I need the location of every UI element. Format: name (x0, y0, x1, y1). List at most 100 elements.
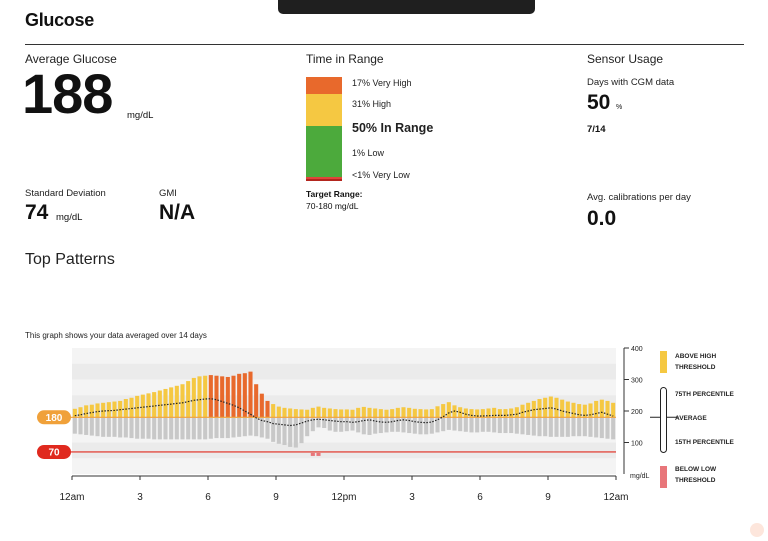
bar-above-threshold (588, 403, 593, 418)
bar-above-threshold (486, 408, 491, 418)
bar-above-threshold (305, 409, 310, 418)
bar-above-threshold (180, 384, 185, 418)
bar-above-threshold (429, 409, 434, 418)
chart-band (72, 442, 616, 459)
legend-p75: 75TH PERCENTILE (675, 391, 734, 398)
x-tick-label: 12am (603, 492, 628, 503)
bar-above-threshold (242, 373, 247, 418)
bar-above-threshold (271, 404, 276, 418)
bar-below-threshold (418, 417, 423, 435)
bar-above-threshold (186, 381, 191, 418)
bar-below-threshold (322, 417, 327, 429)
x-tick-label: 6 (205, 492, 211, 503)
bar-below-threshold (407, 417, 412, 434)
bar-above-threshold (497, 409, 502, 418)
bar-above-threshold (248, 371, 253, 418)
bar-below-threshold (577, 417, 582, 437)
std-dev-value: 74 (25, 201, 49, 224)
bar-below-threshold (514, 417, 519, 434)
bar-below-threshold (248, 417, 253, 436)
bar-above-threshold (89, 404, 94, 418)
bar-below-threshold (594, 417, 599, 438)
bar-below-threshold (339, 417, 344, 432)
bar-above-threshold (356, 407, 361, 418)
calibrations-value: 0.0 (587, 207, 617, 230)
bar-below-threshold (503, 417, 508, 434)
tir-label-low: 1% Low (352, 148, 385, 158)
x-tick-label: 3 (137, 492, 143, 503)
bar-below-threshold (276, 417, 281, 444)
y-unit-label: mg/dL (630, 473, 650, 480)
bar-above-threshold (344, 409, 349, 418)
bar-above-threshold (163, 388, 168, 418)
bar-below-threshold (95, 417, 100, 437)
bar-above-threshold (265, 400, 270, 418)
bar-below-threshold (220, 417, 225, 439)
bar-below-threshold (520, 417, 525, 435)
bar-below-threshold (458, 417, 463, 432)
bar-below-threshold (599, 417, 604, 439)
bar-above-threshold (435, 406, 440, 418)
bar-above-threshold (339, 409, 344, 418)
screen-share-bar[interactable] (278, 0, 535, 14)
bar-below-threshold (611, 417, 616, 440)
legend-average: AVERAGE (675, 415, 707, 422)
x-tick-label: 6 (477, 492, 483, 503)
bar-below-threshold (441, 417, 446, 432)
bar-above-threshold (123, 399, 128, 418)
x-tick-label: 9 (273, 492, 279, 503)
bar-above-threshold (611, 402, 616, 418)
average-glucose-unit: mg/dL (127, 110, 154, 121)
bar-above-threshold (503, 409, 508, 418)
bar-below-threshold (492, 417, 497, 433)
bar-below-threshold (588, 417, 593, 437)
bar-below-threshold (78, 417, 83, 435)
tir-label-high: 31% High (352, 99, 392, 109)
bar-below-threshold (395, 417, 400, 432)
bar-above-threshold (548, 396, 553, 418)
bar-above-threshold (140, 394, 145, 418)
legend-above-swatch (660, 351, 667, 373)
bar-below-threshold (310, 417, 315, 432)
bar-above-threshold (441, 404, 446, 418)
days-cgm-unit: % (616, 104, 623, 111)
tir-label-in-range: 50% In Range (352, 121, 434, 135)
bar-below-threshold (242, 417, 247, 437)
bar-below-threshold (537, 417, 542, 437)
bar-below-threshold (135, 417, 140, 439)
tir-segment-in-range (306, 126, 342, 178)
low-threshold-label: 70 (48, 447, 60, 458)
bar-below-threshold (208, 417, 213, 439)
bar-above-threshold (316, 406, 321, 418)
bar-above-threshold (310, 407, 315, 418)
bar-below-threshold (118, 417, 123, 438)
page-title: Glucose (25, 10, 94, 30)
agp-chart: 180 70 400 300 200 100 mg/dL 12am 3 6 9 12pm 3 6 9 12am (37, 346, 678, 503)
bar-above-threshold (560, 399, 565, 418)
gmi-label: GMI (159, 188, 177, 199)
bar-above-threshold (333, 409, 338, 418)
bar-below-threshold (180, 417, 185, 440)
bar-below-threshold (401, 417, 406, 433)
bar-above-threshold (225, 376, 230, 418)
bar-above-threshold (220, 376, 225, 418)
bar-below-threshold (429, 417, 434, 434)
bar-above-threshold (129, 397, 134, 418)
bar-above-threshold (84, 405, 89, 418)
gmi-value: N/A (159, 201, 196, 224)
bar-below-threshold (463, 417, 468, 432)
bar-above-threshold (384, 409, 389, 418)
bar-above-threshold (288, 408, 293, 418)
bar-below-threshold (565, 417, 570, 437)
bar-above-threshold (203, 375, 208, 418)
legend-percentile-swatch (660, 387, 667, 453)
bar-below-threshold (254, 417, 259, 437)
bar-below-threshold (186, 417, 191, 440)
bar-above-threshold (475, 409, 480, 418)
bar-below-threshold (543, 417, 548, 437)
bar-below-threshold (231, 417, 236, 438)
bar-above-threshold (418, 409, 423, 418)
bar-below-threshold (106, 417, 111, 437)
bar-below-threshold (152, 417, 157, 440)
bar-below-threshold (316, 417, 321, 428)
